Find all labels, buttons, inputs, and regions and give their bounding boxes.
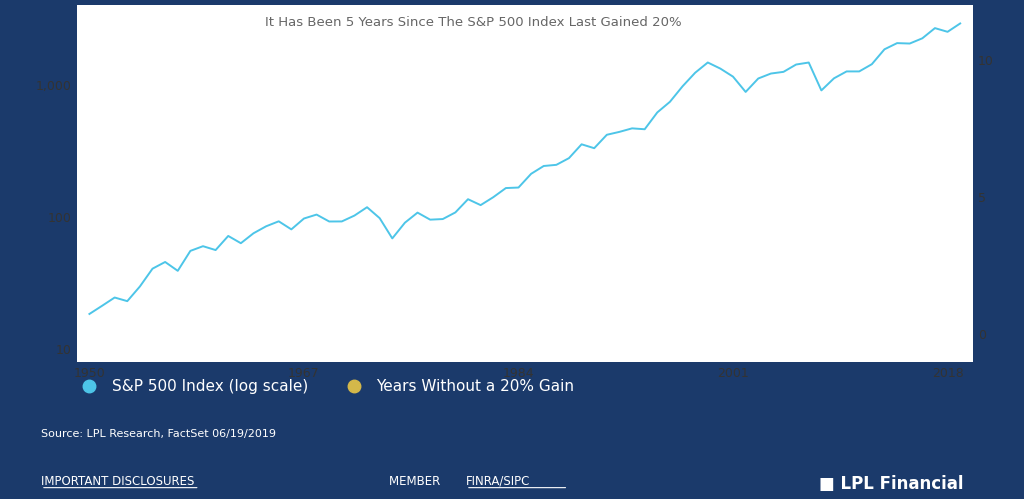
Text: MEMBER: MEMBER bbox=[389, 475, 444, 488]
Text: ■ LPL Financial: ■ LPL Financial bbox=[819, 475, 964, 493]
Legend: S&P 500 Index (log scale), Years Without a 20% Gain: S&P 500 Index (log scale), Years Without… bbox=[68, 373, 581, 400]
Text: FINRA/SIPC: FINRA/SIPC bbox=[466, 475, 530, 488]
Text: IMPORTANT DISCLOSURES: IMPORTANT DISCLOSURES bbox=[41, 475, 195, 488]
Text: Source: LPL Research, FactSet 06/19/2019: Source: LPL Research, FactSet 06/19/2019 bbox=[41, 429, 275, 439]
Text: It Has Been 5 Years Since The S&P 500 Index Last Gained 20%: It Has Been 5 Years Since The S&P 500 In… bbox=[265, 15, 682, 29]
